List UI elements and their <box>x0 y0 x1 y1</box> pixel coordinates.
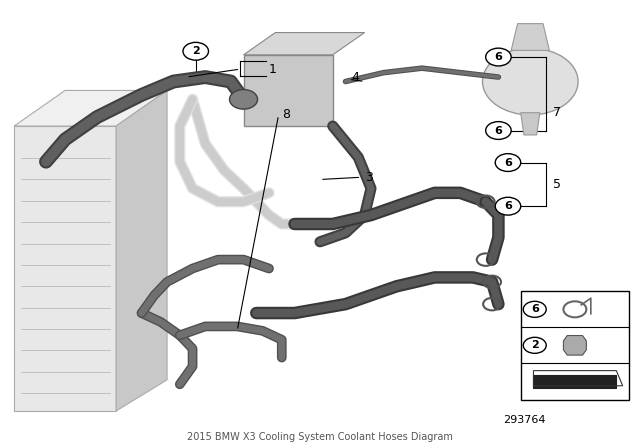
Text: 8: 8 <box>282 108 290 121</box>
Polygon shape <box>14 126 116 411</box>
Circle shape <box>486 121 511 139</box>
Text: 6: 6 <box>504 158 512 168</box>
Text: 1: 1 <box>269 63 277 76</box>
Polygon shape <box>244 55 333 126</box>
Polygon shape <box>511 24 549 50</box>
Polygon shape <box>244 33 365 55</box>
Circle shape <box>524 337 546 353</box>
Text: 6: 6 <box>504 201 512 211</box>
Text: 6: 6 <box>531 304 539 314</box>
Text: 4: 4 <box>352 72 360 85</box>
Text: 3: 3 <box>365 171 372 184</box>
Text: 293764: 293764 <box>502 415 545 425</box>
Circle shape <box>183 43 209 60</box>
Circle shape <box>524 302 546 317</box>
Text: 5: 5 <box>552 178 561 191</box>
Text: 6: 6 <box>495 52 502 62</box>
Circle shape <box>230 90 257 109</box>
Text: 7: 7 <box>552 106 561 119</box>
Circle shape <box>495 197 521 215</box>
Polygon shape <box>14 90 167 126</box>
Polygon shape <box>116 90 167 411</box>
Polygon shape <box>563 336 586 355</box>
Text: 6: 6 <box>495 125 502 135</box>
Circle shape <box>486 48 511 66</box>
FancyBboxPatch shape <box>521 291 629 400</box>
Circle shape <box>483 48 578 115</box>
Text: 2: 2 <box>192 46 200 56</box>
Polygon shape <box>534 375 616 388</box>
Text: 2015 BMW X3 Cooling System Coolant Hoses Diagram: 2015 BMW X3 Cooling System Coolant Hoses… <box>187 432 453 442</box>
Text: 2: 2 <box>531 340 539 350</box>
Polygon shape <box>521 113 540 135</box>
Circle shape <box>495 154 521 172</box>
